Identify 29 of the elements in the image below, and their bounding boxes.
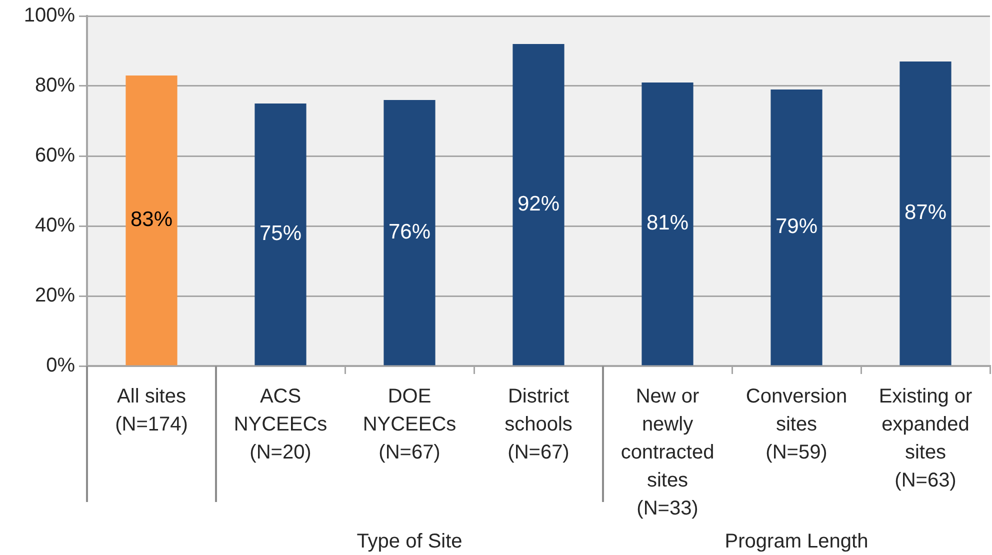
bar bbox=[384, 100, 436, 366]
data-label: 87% bbox=[904, 201, 947, 224]
x-tick-label: District schools (N=67) bbox=[504, 386, 572, 464]
data-label: 83% bbox=[130, 208, 173, 232]
data-label: 76% bbox=[388, 220, 431, 244]
y-tick-label: 20% bbox=[34, 284, 76, 307]
text: Type of Site bbox=[356, 530, 462, 553]
x-tick-label: New or newly contracted sites (N=33) bbox=[620, 386, 714, 520]
bar bbox=[642, 82, 694, 366]
bar bbox=[254, 104, 306, 366]
data-label: 75% bbox=[259, 222, 302, 246]
bar bbox=[900, 62, 952, 366]
y-tick-label: 100% bbox=[24, 4, 76, 27]
bar bbox=[770, 90, 822, 366]
y-tick-label: 80% bbox=[34, 74, 76, 97]
x-tick-label: ACS NYCEECs (N=20) bbox=[234, 386, 328, 464]
y-tick-label: 60% bbox=[34, 144, 76, 167]
bar bbox=[512, 44, 564, 366]
x-tick-label: All sites (N=174) bbox=[115, 386, 188, 436]
text: Program Length bbox=[724, 530, 868, 553]
y-tick-label: 0% bbox=[46, 354, 76, 377]
x-tick-label: Conversion sites (N=59) bbox=[746, 386, 848, 464]
data-label: 79% bbox=[775, 215, 818, 238]
data-label: 92% bbox=[517, 192, 560, 216]
x-tick-label: DOE NYCEECs (N=67) bbox=[362, 386, 456, 464]
bar bbox=[126, 76, 178, 366]
y-tick-label: 40% bbox=[34, 214, 76, 237]
x-tick-label: Existing or expanded sites (N=63) bbox=[878, 386, 973, 492]
data-label: 81% bbox=[646, 212, 689, 235]
